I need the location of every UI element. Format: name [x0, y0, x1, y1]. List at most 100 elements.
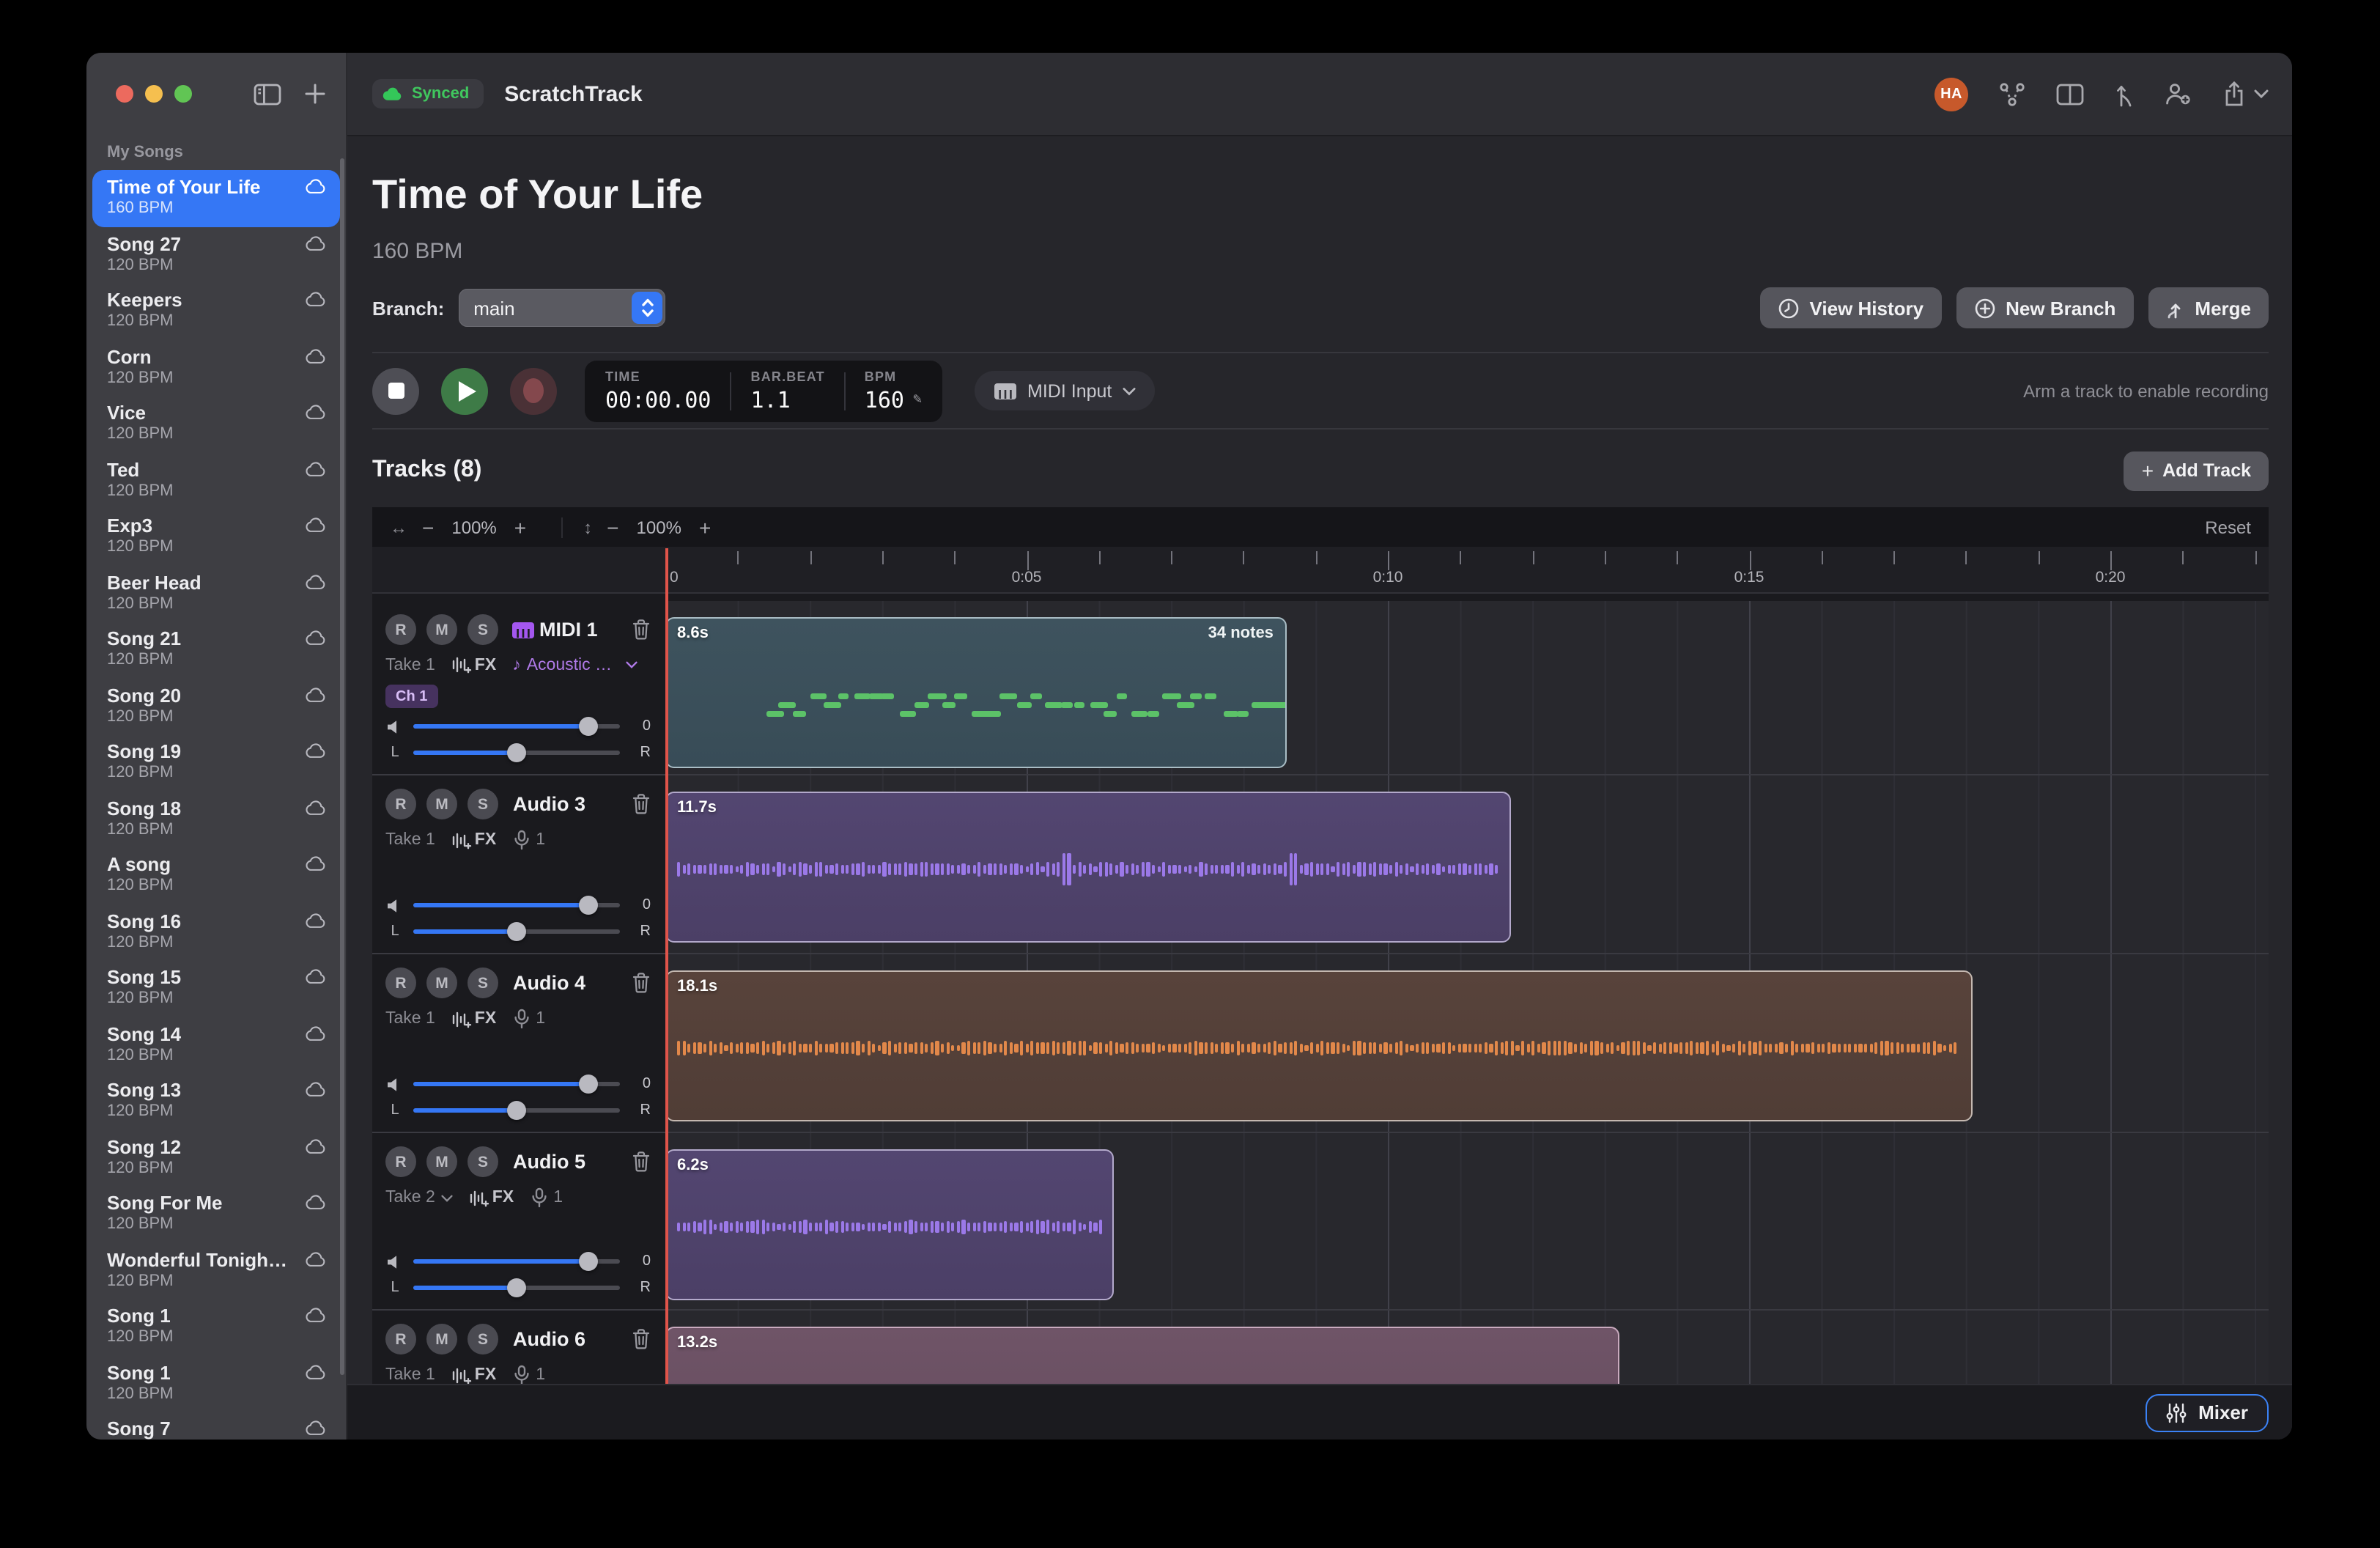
sidebar-item-song[interactable]: Song 14120 BPM [92, 1017, 340, 1073]
pan-slider-knob[interactable] [507, 743, 526, 762]
pan-slider[interactable] [413, 922, 620, 941]
clip[interactable]: 18.1s [665, 970, 1973, 1121]
play-button[interactable] [441, 367, 488, 414]
delete-track-button[interactable] [632, 793, 651, 815]
delete-track-button[interactable] [632, 1151, 651, 1173]
volume-slider-knob[interactable] [580, 896, 599, 915]
add-collaborator-icon[interactable] [2165, 82, 2192, 106]
pan-slider[interactable] [413, 1101, 620, 1120]
mute-button[interactable]: M [426, 1324, 457, 1354]
track-lane[interactable]: 6.2s [665, 1133, 2269, 1309]
volume-slider-knob[interactable] [580, 1252, 599, 1271]
volume-slider-knob[interactable] [580, 717, 599, 736]
sidebar-item-song[interactable]: Song For Me120 BPM [92, 1186, 340, 1242]
pan-slider[interactable] [413, 743, 620, 762]
share-group[interactable] [2223, 81, 2269, 107]
pan-slider-knob[interactable] [507, 922, 526, 941]
h-zoom-in-button[interactable]: + [509, 517, 532, 537]
sidebar-item-song[interactable]: Time of Your Life160 BPM [92, 170, 340, 226]
sidebar-item-song[interactable]: Ted120 BPM [92, 452, 340, 509]
fx-button[interactable]: FX [451, 1009, 496, 1028]
sidebar-item-song[interactable]: Song 21120 BPM [92, 622, 340, 678]
merge-button[interactable]: Merge [2148, 287, 2269, 328]
track-lane[interactable]: 11.7s [665, 775, 2269, 953]
sidebar-item-song[interactable]: Song 1120 BPM [92, 1355, 340, 1412]
sidebar-item-song[interactable]: Song 18120 BPM [92, 791, 340, 847]
playhead[interactable] [665, 548, 668, 1384]
mute-button[interactable]: M [426, 968, 457, 998]
solo-button[interactable]: S [468, 1146, 498, 1177]
clip[interactable]: 8.6s34 notes [665, 617, 1287, 768]
clip[interactable]: 11.7s [665, 792, 1511, 943]
fx-button[interactable]: FX [469, 1188, 514, 1207]
sidebar-item-song[interactable]: Song 15120 BPM [92, 960, 340, 1017]
record-arm-button[interactable]: R [385, 614, 416, 645]
sidebar-item-song[interactable]: Vice120 BPM [92, 396, 340, 452]
track-lane[interactable]: 8.6s34 notes [665, 601, 2269, 774]
timeline-ruler[interactable]: 00:050:100:150:20 [372, 547, 2269, 594]
v-zoom-out-button[interactable]: − [601, 517, 624, 537]
sidebar-item-song[interactable]: Song 16120 BPM [92, 904, 340, 960]
pan-slider[interactable] [413, 1278, 620, 1297]
delete-track-button[interactable] [632, 972, 651, 994]
sidebar-item-song[interactable]: Exp3120 BPM [92, 509, 340, 565]
track-lane[interactable]: 18.1s [665, 954, 2269, 1132]
volume-slider[interactable] [413, 896, 620, 915]
record-button[interactable] [510, 367, 557, 414]
sidebar-item-song[interactable]: A song120 BPM [92, 847, 340, 904]
v-zoom-in-button[interactable]: + [693, 517, 717, 537]
view-history-button[interactable]: View History [1760, 287, 1942, 328]
volume-slider-knob[interactable] [580, 1075, 599, 1094]
add-track-button[interactable]: + Add Track [2124, 451, 2269, 490]
new-song-icon[interactable] [305, 84, 325, 104]
mute-button[interactable]: M [426, 789, 457, 819]
window-minimize-button[interactable] [145, 85, 163, 103]
new-branch-button[interactable]: New Branch [1956, 287, 2133, 328]
sidebar-item-song[interactable]: Corn120 BPM [92, 339, 340, 396]
h-zoom-out-button[interactable]: − [416, 517, 440, 537]
session-graph-icon[interactable] [1999, 81, 2025, 106]
sidebar-item-song[interactable]: Wonderful Tonigh…120 BPM [92, 1242, 340, 1299]
sidebar-item-song[interactable]: Song 1120 BPM [92, 1299, 340, 1355]
clip[interactable]: 13.2s [665, 1327, 1619, 1384]
sidebar-item-song[interactable]: Keepers120 BPM [92, 283, 340, 339]
zoom-reset-button[interactable]: Reset [2205, 517, 2251, 537]
edit-bpm-pencil-icon[interactable]: ✎ [913, 391, 922, 408]
stop-button[interactable] [372, 367, 419, 414]
sidebar-item-song[interactable]: Song 20120 BPM [92, 678, 340, 734]
split-view-icon[interactable] [2056, 83, 2084, 105]
solo-button[interactable]: S [468, 614, 498, 645]
toggle-sidebar-icon[interactable] [254, 83, 281, 105]
window-close-button[interactable] [116, 85, 133, 103]
pan-slider-knob[interactable] [507, 1101, 526, 1120]
avatar[interactable]: HA [1934, 77, 1968, 111]
record-arm-button[interactable]: R [385, 789, 416, 819]
bpm-display[interactable]: BPM 160✎ [865, 369, 922, 413]
fx-button[interactable]: FX [451, 655, 496, 674]
mute-button[interactable]: M [426, 1146, 457, 1177]
window-zoom-button[interactable] [174, 85, 192, 103]
record-arm-button[interactable]: R [385, 1324, 416, 1354]
delete-track-button[interactable] [632, 619, 651, 641]
delete-track-button[interactable] [632, 1328, 651, 1350]
track-lane[interactable]: 13.2s [665, 1311, 2269, 1384]
sidebar-item-song[interactable]: Song 13120 BPM [92, 1073, 340, 1129]
merge-pointer-icon[interactable] [2115, 81, 2134, 106]
instrument-selector[interactable]: ♪Acoustic G… [512, 656, 638, 674]
record-arm-button[interactable]: R [385, 968, 416, 998]
fx-button[interactable]: FX [451, 1365, 496, 1384]
branch-select[interactable]: main [459, 289, 665, 327]
take-selector[interactable]: Take 2 [385, 1189, 453, 1206]
sidebar-item-song[interactable]: Beer Head120 BPM [92, 565, 340, 622]
midi-input-dropdown[interactable]: MIDI Input [975, 371, 1154, 410]
sidebar-item-song[interactable]: Song 7120 BPM [92, 1412, 340, 1440]
mute-button[interactable]: M [426, 614, 457, 645]
solo-button[interactable]: S [468, 789, 498, 819]
sidebar-item-song[interactable]: Song 19120 BPM [92, 734, 340, 791]
volume-slider[interactable] [413, 1075, 620, 1094]
pan-slider-knob[interactable] [507, 1278, 526, 1297]
record-arm-button[interactable]: R [385, 1146, 416, 1177]
fx-button[interactable]: FX [451, 830, 496, 849]
clip[interactable]: 6.2s [665, 1149, 1113, 1300]
volume-slider[interactable] [413, 1252, 620, 1271]
